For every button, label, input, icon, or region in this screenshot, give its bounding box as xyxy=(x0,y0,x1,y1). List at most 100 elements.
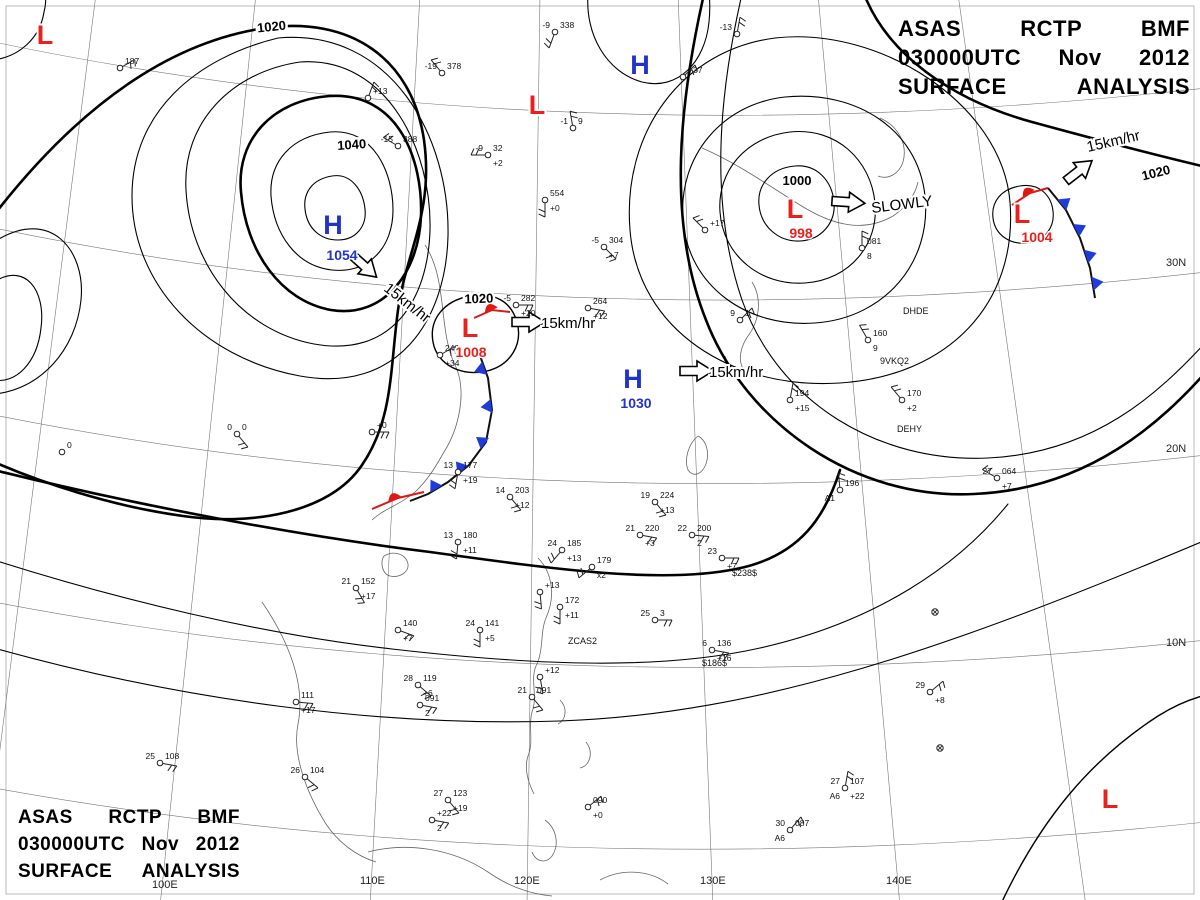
wind-barb xyxy=(737,17,741,32)
cold-front-triangle xyxy=(1073,224,1086,237)
wind-barb xyxy=(605,248,617,260)
svg-text:-19: -19 xyxy=(425,61,438,71)
chart-title-top-right: ASAS RCTP BMF 030000UTC Nov 2012 SURFACE… xyxy=(898,14,1190,101)
svg-text:14: 14 xyxy=(496,485,506,495)
chart-type-line: SURFACE ANALYSIS xyxy=(898,74,1190,100)
pressure-center-symbol: L xyxy=(1014,199,1031,229)
svg-text:224: 224 xyxy=(660,490,674,500)
station-plot: 27 064+7 xyxy=(981,465,1016,491)
pressure-center-H: H 1054 xyxy=(321,208,359,265)
isobar-line xyxy=(270,131,394,271)
svg-text:141: 141 xyxy=(485,618,499,628)
station-plot: 179 x2 xyxy=(576,555,611,580)
pressure-center-L: L xyxy=(35,18,56,52)
station-plot: 26 104 xyxy=(291,765,324,792)
svg-text:x2: x2 xyxy=(597,570,606,580)
svg-text:179: 179 xyxy=(597,555,611,565)
longitude-label: 110E xyxy=(360,875,385,887)
pressure-center-L: L xyxy=(1100,782,1121,816)
svg-text:+0: +0 xyxy=(593,810,603,820)
wind-barb xyxy=(931,680,944,691)
svg-text:2: 2 xyxy=(437,823,442,833)
movement-speed-label: 15km/hr xyxy=(1085,127,1142,156)
movement-speed-label: 15km/hr xyxy=(541,315,595,332)
isobar-line xyxy=(0,541,1200,723)
wind-barb xyxy=(357,590,365,603)
station-plot: 196 A1 xyxy=(825,472,859,503)
chart-id-line: ASAS RCTP BMF xyxy=(898,16,1190,41)
svg-text:9: 9 xyxy=(873,343,878,353)
wind-barb xyxy=(569,111,573,126)
isobar-line xyxy=(1002,695,1200,900)
isobar-line xyxy=(992,184,1054,244)
wind-barb xyxy=(368,81,375,96)
svg-text:+11: +11 xyxy=(463,545,477,555)
station-plot: 27 123 +19 xyxy=(434,788,468,816)
svg-text:123: 123 xyxy=(453,788,467,798)
chart-type-line: SURFACE ANALYSIS xyxy=(18,861,240,883)
svg-text:+19: +19 xyxy=(463,475,478,485)
pressure-center-symbol: L xyxy=(787,194,804,224)
station-plot: -5 304 +7 xyxy=(591,235,623,262)
svg-text:064: 064 xyxy=(1002,466,1016,476)
station-plot: 13 177 +19 xyxy=(444,460,478,490)
ship-callsign: ZCAS2 xyxy=(568,636,597,646)
svg-text:177: 177 xyxy=(463,460,477,470)
movement-speed-label: SLOWLY xyxy=(870,193,933,217)
isobar-line xyxy=(719,130,876,284)
pressure-center-symbol: L xyxy=(1102,784,1119,814)
station-plot xyxy=(936,744,944,752)
coastline xyxy=(579,741,591,769)
latitude-label: 30N xyxy=(1166,257,1186,269)
chart-id-line: ASAS RCTP BMF xyxy=(18,807,240,829)
cold-front-triangle xyxy=(480,398,493,413)
station-plot: 30 087 A6 xyxy=(775,816,809,843)
wind-barb xyxy=(533,698,544,711)
longitude-gridline xyxy=(526,0,541,900)
pressure-center-symbol: L xyxy=(37,20,54,50)
wind-barb xyxy=(422,705,437,709)
wind-barb xyxy=(982,469,995,477)
svg-text:108: 108 xyxy=(165,751,179,761)
svg-text:388: 388 xyxy=(403,134,417,144)
isobar-label: 1020 xyxy=(464,291,493,307)
isobar-line xyxy=(0,468,842,577)
map-frame xyxy=(5,5,1195,895)
wind-barb xyxy=(430,59,441,72)
longitude-label: 140E xyxy=(886,875,912,887)
station-plot: 187 xyxy=(116,56,139,72)
cold-front-triangle xyxy=(1083,249,1097,264)
station-plot: +13 xyxy=(364,81,388,102)
svg-text:6: 6 xyxy=(702,638,707,648)
svg-text:200: 200 xyxy=(697,523,711,533)
coastline xyxy=(531,819,557,862)
svg-text:-9: -9 xyxy=(475,143,483,153)
svg-text:304: 304 xyxy=(609,235,623,245)
isobar-line xyxy=(587,0,711,85)
coastline xyxy=(701,147,919,226)
isobar-line xyxy=(0,24,428,521)
isobar-line xyxy=(0,228,83,394)
svg-text:27: 27 xyxy=(434,788,444,798)
wind-barb xyxy=(419,686,432,697)
isobar-line xyxy=(0,503,1009,664)
coastline xyxy=(367,847,553,897)
svg-text:27: 27 xyxy=(831,776,841,786)
wind-barb xyxy=(656,503,667,516)
cold-front-triangle xyxy=(1091,276,1104,291)
station-plot: 29 +8 xyxy=(916,680,946,705)
svg-text:170: 170 xyxy=(907,388,921,398)
svg-text:+7: +7 xyxy=(609,250,619,260)
svg-text:119: 119 xyxy=(423,673,437,683)
pressure-center-value: 1030 xyxy=(620,395,651,411)
svg-text:338: 338 xyxy=(560,20,574,30)
svg-text:30: 30 xyxy=(776,818,786,828)
svg-text:+7: +7 xyxy=(727,561,737,571)
movement-speed-label: 15km/hr xyxy=(709,364,763,381)
wind-barb xyxy=(791,816,802,829)
station-plot: 21 152 +17 xyxy=(342,576,376,604)
svg-text:091: 091 xyxy=(537,685,551,695)
longitude-gridline xyxy=(160,0,256,900)
